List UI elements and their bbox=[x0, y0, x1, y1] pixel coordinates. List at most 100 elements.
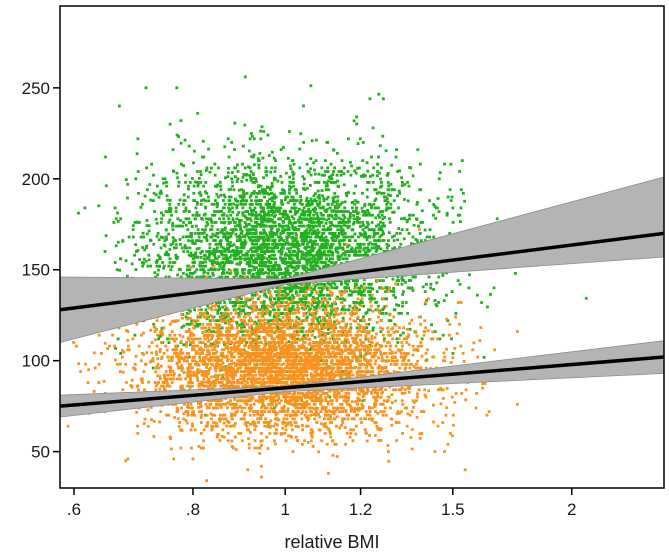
green-point bbox=[280, 229, 284, 233]
green-point bbox=[184, 315, 188, 319]
green-point bbox=[292, 250, 295, 253]
green-point bbox=[305, 315, 309, 319]
green-point bbox=[279, 148, 283, 152]
green-point bbox=[239, 242, 243, 246]
green-point bbox=[368, 297, 372, 301]
green-point bbox=[325, 210, 328, 213]
green-point bbox=[239, 199, 243, 203]
green-point bbox=[205, 311, 209, 314]
green-point bbox=[306, 213, 310, 217]
green-point bbox=[165, 250, 169, 254]
orange-point bbox=[340, 423, 343, 427]
green-point bbox=[202, 235, 206, 239]
green-point bbox=[281, 296, 285, 300]
green-point bbox=[384, 290, 387, 293]
green-point bbox=[382, 191, 386, 195]
green-point bbox=[243, 192, 246, 196]
green-point bbox=[230, 261, 234, 264]
green-point bbox=[495, 217, 499, 221]
green-point bbox=[355, 115, 358, 119]
green-point bbox=[386, 172, 390, 175]
green-point bbox=[333, 166, 336, 170]
green-point bbox=[119, 257, 123, 261]
green-point bbox=[302, 206, 306, 210]
green-point bbox=[352, 191, 356, 195]
orange-point bbox=[423, 388, 427, 392]
green-point bbox=[396, 275, 400, 279]
orange-point bbox=[415, 334, 419, 338]
orange-point bbox=[221, 315, 225, 319]
green-point bbox=[398, 232, 402, 235]
green-point bbox=[247, 271, 250, 275]
green-point bbox=[208, 170, 212, 174]
green-point bbox=[303, 264, 306, 268]
green-point bbox=[327, 226, 330, 230]
green-point bbox=[463, 199, 466, 203]
green-point bbox=[400, 184, 404, 187]
green-point bbox=[182, 202, 185, 206]
green-point bbox=[268, 225, 272, 228]
green-point bbox=[188, 272, 192, 275]
green-point bbox=[296, 308, 300, 312]
green-point bbox=[185, 312, 189, 315]
green-point bbox=[331, 200, 335, 204]
green-point bbox=[227, 206, 231, 210]
green-point bbox=[138, 221, 141, 224]
green-point bbox=[310, 228, 313, 232]
green-point bbox=[249, 268, 253, 272]
green-point bbox=[184, 223, 188, 227]
green-point bbox=[274, 159, 277, 162]
green-point bbox=[335, 246, 338, 250]
green-point bbox=[238, 263, 241, 266]
green-point bbox=[311, 322, 314, 326]
green-point bbox=[229, 228, 233, 232]
orange-point bbox=[219, 406, 223, 409]
green-point bbox=[398, 191, 402, 195]
green-point bbox=[386, 200, 390, 204]
green-point bbox=[156, 253, 160, 257]
green-point bbox=[346, 245, 350, 249]
green-point bbox=[217, 304, 220, 308]
green-point bbox=[231, 301, 235, 304]
green-point bbox=[328, 249, 331, 253]
green-point bbox=[294, 210, 298, 213]
green-point bbox=[372, 202, 376, 206]
green-point bbox=[248, 137, 252, 141]
orange-point bbox=[120, 349, 124, 352]
orange-point bbox=[351, 439, 355, 443]
green-point bbox=[317, 286, 321, 290]
green-point bbox=[283, 242, 287, 246]
green-point bbox=[284, 241, 288, 245]
green-point bbox=[241, 301, 245, 304]
green-point bbox=[420, 209, 424, 213]
green-point bbox=[247, 269, 251, 272]
green-point bbox=[397, 312, 401, 315]
green-point bbox=[291, 286, 294, 290]
green-point bbox=[229, 272, 232, 275]
green-point bbox=[348, 216, 352, 219]
green-point bbox=[226, 175, 230, 178]
green-point bbox=[337, 239, 341, 242]
green-point bbox=[242, 202, 246, 206]
green-point bbox=[250, 264, 253, 268]
green-point bbox=[216, 235, 220, 239]
orange-point bbox=[347, 330, 350, 333]
orange-point bbox=[261, 308, 265, 312]
green-point bbox=[379, 220, 382, 224]
green-point bbox=[220, 209, 223, 213]
green-point bbox=[270, 150, 274, 154]
green-point bbox=[264, 232, 268, 235]
green-point bbox=[368, 248, 372, 252]
green-point bbox=[218, 181, 222, 184]
green-point bbox=[253, 163, 256, 167]
green-point bbox=[259, 129, 262, 133]
green-point bbox=[254, 210, 258, 214]
green-point bbox=[215, 192, 219, 196]
green-point bbox=[383, 297, 387, 301]
green-point bbox=[265, 170, 269, 173]
green-point bbox=[227, 242, 231, 246]
green-point bbox=[379, 247, 383, 251]
orange-point bbox=[405, 327, 409, 331]
green-point bbox=[255, 257, 258, 261]
green-point bbox=[273, 253, 276, 257]
